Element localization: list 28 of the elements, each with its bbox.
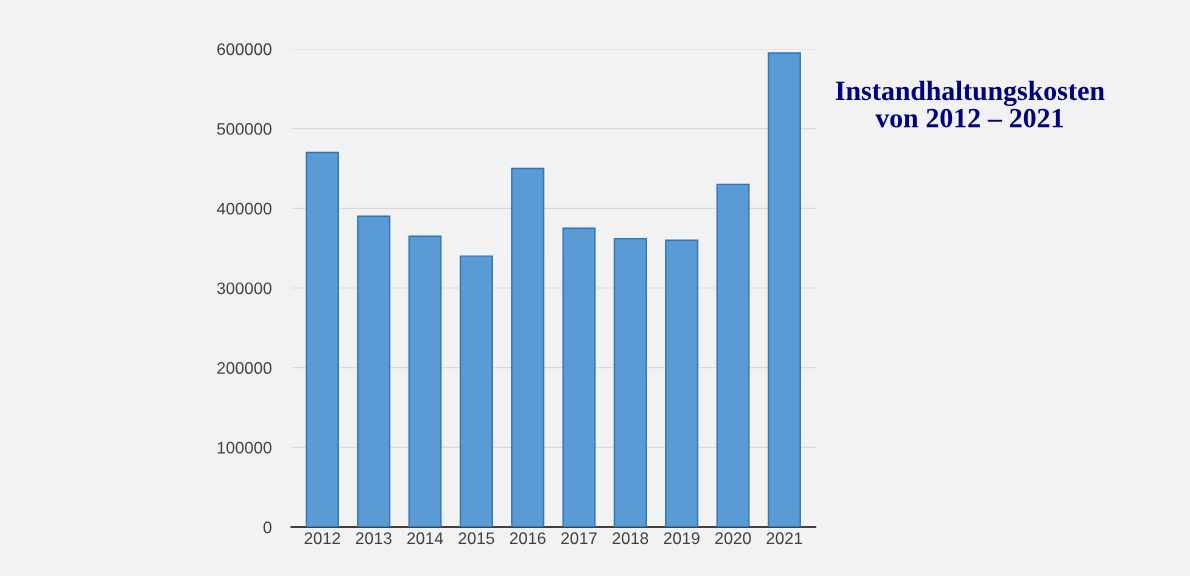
x-tick-label: 2014 (407, 532, 444, 545)
x-tick-label: 2015 (458, 532, 495, 545)
bar (665, 239, 699, 528)
y-tick-label: 600000 (217, 43, 272, 56)
y-tick-label: 500000 (217, 123, 272, 135)
x-tick-label: 2021 (766, 532, 803, 545)
x-tick-label: 2013 (355, 532, 392, 545)
bar (408, 235, 442, 528)
x-tick-label: 2020 (715, 532, 751, 545)
bar (716, 183, 750, 528)
x-tick-label: 2019 (663, 532, 700, 545)
bar (511, 167, 545, 528)
bar (459, 255, 493, 528)
bar (305, 151, 339, 528)
y-tick-label: 200000 (217, 362, 272, 374)
bar (357, 215, 391, 528)
y-tick-label: 400000 (216, 202, 272, 215)
x-tick-label: 2017 (561, 532, 597, 545)
y-tick-label: 100000 (217, 441, 272, 454)
bar (767, 52, 801, 528)
text: Instandhaltungskosten von 2012 – 2021 (835, 80, 1105, 128)
x-tick-label: 2012 (304, 532, 341, 545)
bar (562, 227, 596, 528)
y-tick-label: 0 (263, 521, 272, 534)
x-tick-label: 2018 (612, 532, 649, 545)
x-tick-label: 2016 (509, 532, 546, 545)
bar (613, 237, 647, 528)
y-tick-label: 300000 (217, 282, 272, 295)
